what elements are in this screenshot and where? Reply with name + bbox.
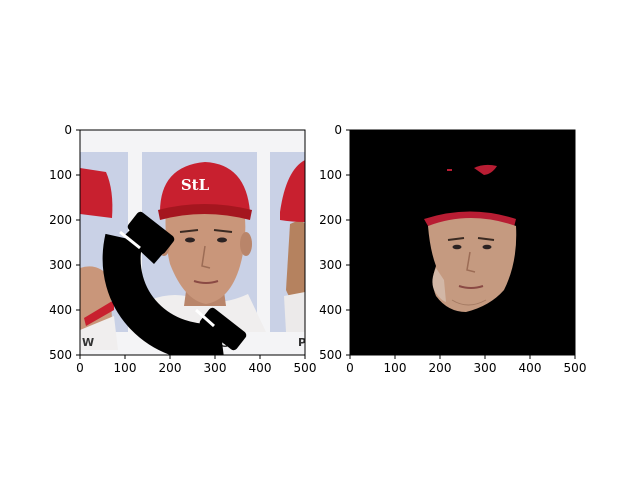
x-tick-label: 100 bbox=[114, 361, 137, 375]
jersey-text-right: P bbox=[298, 336, 306, 349]
face-segment bbox=[428, 218, 517, 312]
y-tick-label: 200 bbox=[49, 213, 72, 227]
y-tick-label: 0 bbox=[334, 123, 342, 137]
cap-fragment bbox=[474, 164, 497, 175]
right-axis-ticks: 0 100 200 300 400 500 0 100 200 300 400 500 bbox=[319, 123, 586, 375]
x-tick-label: 100 bbox=[384, 361, 407, 375]
y-tick-label: 300 bbox=[49, 258, 72, 272]
x-tick-label: 400 bbox=[249, 361, 272, 375]
y-tick-label: 200 bbox=[319, 213, 342, 227]
x-tick-label: 500 bbox=[294, 361, 317, 375]
right-axes-frame bbox=[349, 129, 576, 356]
y-tick-label: 400 bbox=[319, 303, 342, 317]
right-image bbox=[350, 130, 575, 355]
x-tick-label: 400 bbox=[519, 361, 542, 375]
cap-brim-segment bbox=[424, 211, 516, 227]
right-panel: 0 100 200 300 400 500 0 100 200 300 400 500 bbox=[319, 123, 586, 375]
y-tick-label: 300 bbox=[319, 258, 342, 272]
left-axis-ticks: 0 100 200 300 400 500 0 100 200 300 400 500 bbox=[49, 123, 316, 375]
y-tick-label: 100 bbox=[319, 168, 342, 182]
x-tick-label: 300 bbox=[474, 361, 497, 375]
left-axes-frame bbox=[79, 129, 306, 356]
y-tick-label: 500 bbox=[49, 348, 72, 362]
y-tick-label: 400 bbox=[49, 303, 72, 317]
jersey-text-left: W bbox=[82, 336, 94, 349]
left-image: StL W EDMONDS P bbox=[80, 130, 306, 355]
y-tick-label: 500 bbox=[319, 348, 342, 362]
y-tick-label: 100 bbox=[49, 168, 72, 182]
x-tick-label: 0 bbox=[346, 361, 354, 375]
x-tick-label: 300 bbox=[204, 361, 227, 375]
x-tick-label: 200 bbox=[159, 361, 182, 375]
left-panel: StL W EDMONDS P 0 100 200 300 400 500 0 100 200 3… bbox=[49, 123, 316, 375]
x-tick-label: 0 bbox=[76, 361, 84, 375]
y-tick-label: 0 bbox=[64, 123, 72, 137]
cap-logo: StL bbox=[181, 176, 210, 194]
x-tick-label: 200 bbox=[429, 361, 452, 375]
cap-center bbox=[160, 162, 250, 212]
x-tick-label: 500 bbox=[564, 361, 587, 375]
phone-occluder-icon bbox=[102, 211, 247, 355]
